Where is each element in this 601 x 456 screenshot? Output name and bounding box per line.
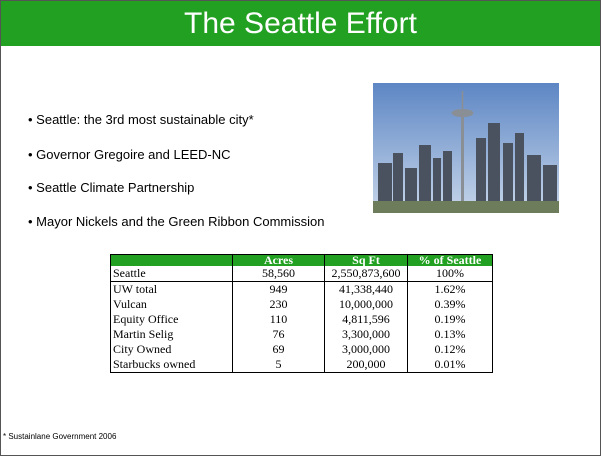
bullet: • Seattle Climate Partnership [28, 180, 194, 195]
table-cell: Seattle [111, 266, 233, 282]
table-cell: 200,000 [325, 357, 408, 373]
header-cell: Sq Ft [325, 255, 408, 267]
bullet-text: Governor Gregoire and LEED-NC [36, 147, 230, 162]
table-cell: 10,000,000 [325, 297, 408, 312]
table-cell: 76 [233, 327, 325, 342]
table-cell: 0.12% [408, 342, 493, 357]
table-cell: 69 [233, 342, 325, 357]
table-cell: 2,550,873,600 [325, 266, 408, 282]
table-cell: 41,338,440 [325, 282, 408, 298]
header-cell [111, 255, 233, 267]
table-cell: 3,300,000 [325, 327, 408, 342]
table-cell: 58,560 [233, 266, 325, 282]
table-cell: City Owned [111, 342, 233, 357]
bullet: • Mayor Nickels and the Green Ribbon Com… [28, 214, 324, 229]
table-cell: 230 [233, 297, 325, 312]
bullet-text: Seattle Climate Partnership [36, 180, 194, 195]
table-cell: 3,000,000 [325, 342, 408, 357]
slide: The Seattle Effort • Seattle: the 3rd mo… [0, 0, 601, 456]
bullet: • Seattle: the 3rd most sustainable city… [28, 112, 254, 127]
table-cell: 0.01% [408, 357, 493, 373]
bullet-text: Mayor Nickels and the Green Ribbon Commi… [36, 214, 324, 229]
bullet: • Governor Gregoire and LEED-NC [28, 147, 231, 162]
skyline-photo [373, 83, 559, 213]
table-cell: Martin Selig [111, 327, 233, 342]
table-cell: 0.39% [408, 297, 493, 312]
table-cell: 4,811,596 [325, 312, 408, 327]
table-cell: 100% [408, 266, 493, 282]
table-cell: UW total [111, 282, 233, 298]
slide-title: The Seattle Effort [1, 1, 600, 46]
table-cell: Starbucks owned [111, 357, 233, 373]
table-cell: 0.13% [408, 327, 493, 342]
header-cell: Acres [233, 255, 325, 267]
table-cell: Vulcan [111, 297, 233, 312]
table-cell: 110 [233, 312, 325, 327]
table-cell: 1.62% [408, 282, 493, 298]
table-cell: 5 [233, 357, 325, 373]
table-cell: Equity Office [111, 312, 233, 327]
footnote: * Sustainlane Government 2006 [3, 432, 116, 441]
bullet-text: Seattle: the 3rd most sustainable city* [36, 112, 254, 127]
table-cell: 0.19% [408, 312, 493, 327]
table-cell: 949 [233, 282, 325, 298]
header-cell: % of Seattle [408, 255, 493, 267]
